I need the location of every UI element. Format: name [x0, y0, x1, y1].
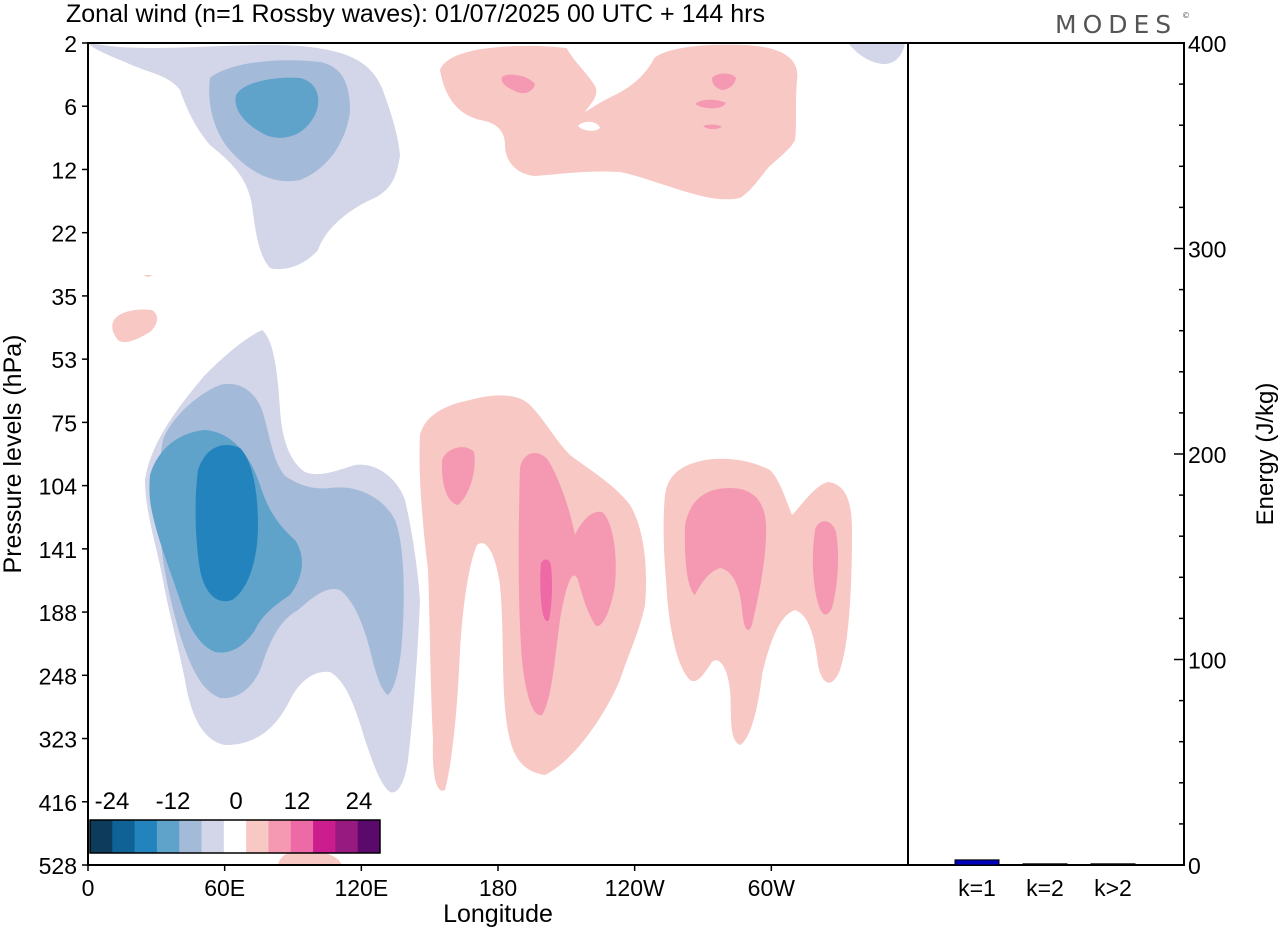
y-tick-label: 53 — [51, 347, 77, 373]
colorbar-swatch — [112, 820, 136, 853]
energy-bar-3 — [1090, 863, 1136, 866]
colorbar-label-12: 12 — [284, 788, 311, 815]
contour-pos-lower-spot-a — [441, 447, 475, 505]
colorbar-label-neg24: -24 — [95, 788, 130, 815]
y-tick-label: 248 — [39, 663, 77, 689]
energy-panel-frame — [907, 42, 1185, 866]
energy-tick-label: 400 — [1188, 31, 1226, 57]
contour-neg-lower-core — [195, 444, 258, 602]
colorbar-swatch — [313, 820, 336, 853]
colorbar-label-neg12: -12 — [156, 788, 191, 815]
y-tick-label: 141 — [39, 537, 77, 563]
y-tick-label: 2 — [64, 31, 77, 57]
y-tick-label: 104 — [39, 474, 78, 500]
energy-bars: k=1 k=2 k>2 — [954, 859, 1136, 901]
colorbar-frame — [89, 819, 381, 854]
x-tick-label: 60W — [748, 875, 796, 901]
x-tick-label: 180 — [479, 875, 517, 901]
colorbar-label-0: 0 — [229, 788, 242, 815]
energy-tick-label: 200 — [1188, 442, 1226, 468]
modes-logo: MODES © — [1055, 10, 1190, 39]
colorbar-swatch — [201, 820, 225, 853]
colorbar-swatch — [335, 820, 359, 853]
contour-panel: -24 -12 0 12 24 2 6 12 22 35 53 75 104 141 188 248… — [0, 31, 909, 928]
contour-neg-upper-core — [235, 77, 319, 138]
colorbar-swatch — [357, 820, 381, 853]
energy-bar-label: k=1 — [958, 875, 996, 901]
contour-neg-topright — [848, 43, 905, 65]
x-tick-label: 120E — [334, 875, 388, 901]
y-tick-label: 12 — [51, 157, 77, 183]
colorbar-swatch — [268, 820, 292, 853]
colorbar-swatch — [290, 820, 314, 853]
y-tick-label: 75 — [51, 410, 77, 436]
colorbar-swatch — [223, 820, 247, 853]
energy-bar-label: k=2 — [1026, 875, 1064, 901]
colorbar-swatch — [246, 820, 269, 853]
contour-pos-lower-mid3 — [812, 521, 839, 615]
contour-pos-lower-mid1 — [518, 453, 616, 716]
contour-pos-upper-spot3 — [695, 99, 726, 109]
energy-bar-label: k>2 — [1094, 875, 1132, 901]
energy-axis-label: Energy (J/kg) — [1252, 383, 1279, 526]
y-tick-label: 323 — [39, 727, 77, 753]
x-axis-ticks: 0 60E 120E 180 120W 60W — [82, 865, 796, 901]
chart-title: Zonal wind (n=1 Rossby waves): 01/07/202… — [66, 0, 765, 28]
energy-tick-label: 300 — [1188, 237, 1226, 263]
contour-pos-lower-core — [540, 559, 553, 621]
energy-tick-label: 100 — [1188, 648, 1226, 674]
contour-pos-small2 — [143, 275, 153, 277]
contour-white-hole — [565, 44, 660, 112]
colorbar-swatch — [156, 820, 180, 853]
x-tick-label: 0 — [82, 875, 95, 901]
svg-text:©: © — [1182, 11, 1190, 20]
y-tick-label: 188 — [39, 600, 77, 626]
contour-pos-upper-spot4 — [703, 124, 722, 130]
contour-pos-upper-spot2 — [712, 73, 736, 90]
colorbar — [89, 819, 381, 854]
energy-axis: 0 100 200 300 400 — [1174, 31, 1226, 879]
contour-pos-small1 — [112, 309, 158, 343]
x-tick-label: 120W — [605, 875, 665, 901]
y-axis-ticks: 2 6 12 22 35 53 75 104 141 188 248 323 416 528 — [39, 31, 88, 879]
y-tick-label: 22 — [51, 221, 77, 247]
colorbar-label-24: 24 — [346, 788, 373, 815]
contour-fills — [88, 43, 905, 865]
x-axis-label: Longitude — [443, 900, 553, 928]
y-tick-label: 528 — [39, 853, 77, 879]
colorbar-swatch — [179, 820, 203, 853]
y-tick-label: 35 — [51, 284, 77, 310]
energy-bar-1 — [954, 859, 1000, 866]
energy-bar-2 — [1022, 863, 1068, 866]
energy-panel: 0 100 200 300 400 k=1 k=2 k>2 Energy (J/kg) — [907, 31, 1279, 901]
svg-text:MODES: MODES — [1055, 10, 1177, 39]
y-axis-label: Pressure levels (hPa) — [0, 335, 27, 574]
x-tick-label: 60E — [204, 875, 245, 901]
y-tick-label: 416 — [39, 790, 77, 816]
colorbar-swatch — [134, 820, 158, 853]
colorbar-labels: -24 -12 0 12 24 — [95, 788, 373, 815]
contour-pos-lower-mid2 — [684, 488, 767, 630]
colorbar-swatch — [90, 820, 113, 853]
y-tick-label: 6 — [64, 94, 77, 120]
energy-tick-label: 0 — [1188, 853, 1201, 879]
contour-pos-upper-spot1 — [501, 74, 535, 94]
contour-white-speck — [578, 121, 600, 131]
